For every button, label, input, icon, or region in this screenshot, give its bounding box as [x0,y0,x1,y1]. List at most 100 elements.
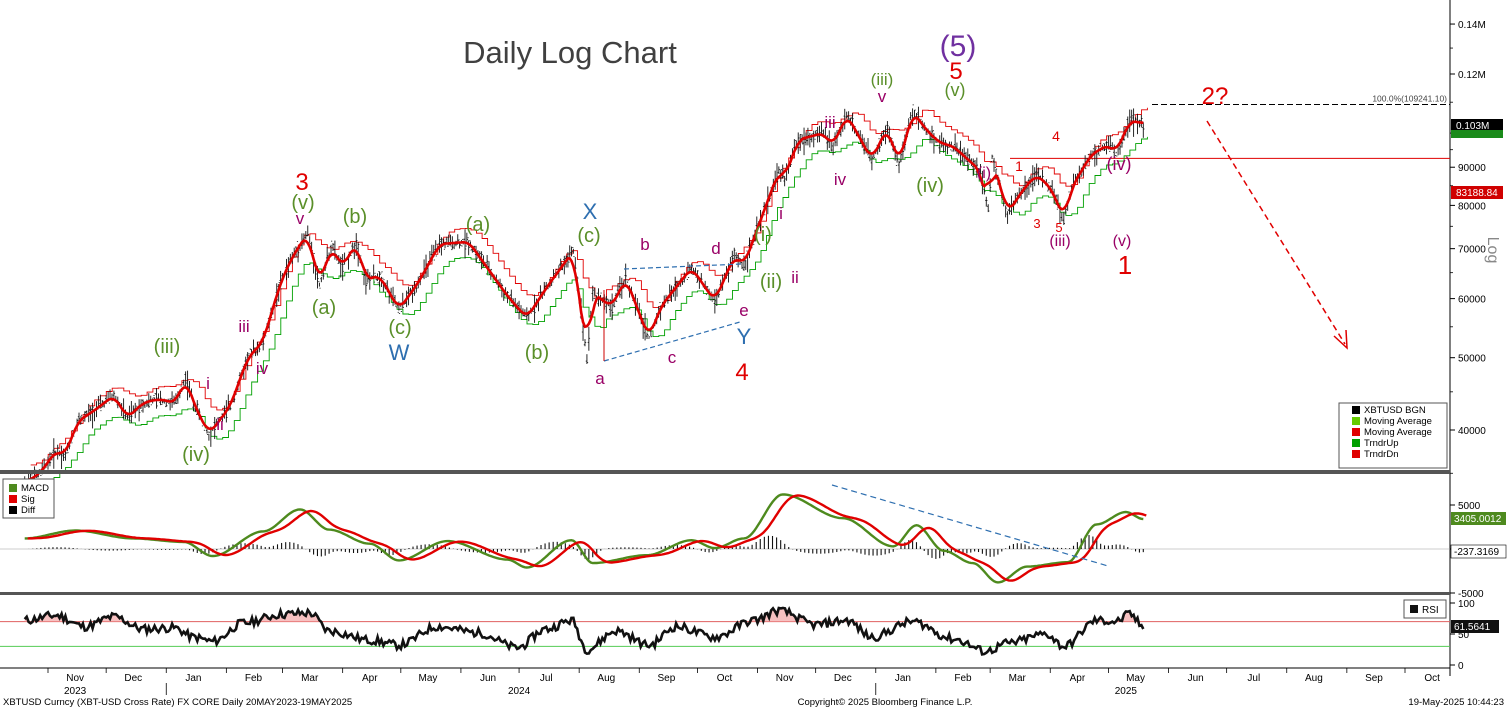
price-tag [1451,130,1503,138]
legend-swatch [1352,450,1360,458]
footer: XBTUSD Curncy (XBT-USD Cross Rate) FX CO… [3,697,1504,708]
wave-label: c [668,348,677,367]
rsi-axis: 100 50 0 [1450,599,1475,672]
x-tick-label: Jul [1247,673,1260,684]
wave-label: (5) [940,30,977,63]
projection-arrow [1206,120,1348,350]
macd-tag-label: -237.3169 [1454,547,1499,558]
wave-label: 3 [295,169,308,196]
price-tag [1451,119,1503,132]
rsi-tag [1451,620,1499,633]
rsi-panel: 100 50 0 61.5641 RSI [0,599,1499,672]
trndr-dn-line [30,107,1148,466]
x-tick-label: Mar [1009,673,1027,684]
x-tick-label: Jul [540,673,553,684]
x-tick-label: Aug [1305,673,1323,684]
sig-line [27,494,1147,582]
footer-center: Copyright© 2025 Bloomberg Finance L.P. [798,697,973,708]
macd-tick-label: 5000 [1458,501,1481,512]
x-tick-label: Nov [776,673,794,684]
wave-label: 1 [1118,250,1132,280]
macd-legend-swatch [9,484,17,492]
wave-label: ii [791,268,799,287]
x-tick-label: Dec [124,673,142,684]
wave-label: (i) [754,224,772,246]
macd-trendline [831,484,1109,567]
wave-label: (iv) [916,175,944,197]
x-tick-label: Oct [1424,673,1440,684]
x-axis: Nov Dec Jan Feb Mar Apr May Jun Jul Aug Sep Oct Nov D… [0,667,1450,697]
x-tick-label: May [419,673,438,684]
wave-label: (iii) [154,336,181,358]
rsi-tick-label: 50 [1458,630,1470,641]
legend-label: XBTUSD BGN [1364,405,1426,416]
x-year-label: 2023 [64,686,87,697]
rsi-legend: RSI [1403,599,1447,619]
macd-legend-label: MACD [21,483,49,494]
moving-average-line [24,116,1144,483]
wave-label: (v) [945,80,966,100]
wave-label: (iii) [871,70,894,89]
legend-label: TrndrDn [1364,449,1399,460]
price-tag-label: 83188.84 [1456,188,1498,199]
macd-legend-label: Diff [21,505,35,516]
x-year-label: 2025 [1115,686,1138,697]
x-tick-label: Apr [362,673,378,684]
wave-label: (b) [525,342,549,364]
wave-label: iii [238,317,249,336]
rsi-line [23,605,1145,656]
x-year-label: 2024 [508,686,531,697]
wave-label: v [878,87,887,106]
price-tick-label: 0.14M [1458,20,1486,31]
trndr-up-line [30,136,1148,495]
macd-tag [1450,544,1507,559]
wave-label: 5 [1055,220,1062,235]
legend-swatch [1352,417,1360,425]
x-tick-label: Dec [834,673,852,684]
wave-label: (iv) [1107,154,1132,174]
wave-label: i [779,204,783,223]
wave-label: X [583,199,598,224]
wave-label: ii [216,415,224,434]
x-tick-label: Sep [658,673,676,684]
wave-label: 1 [1015,158,1023,174]
x-tick-label: Feb [954,673,972,684]
rsi-overbought-fill [24,608,1144,622]
x-tick-label: Jun [1188,673,1204,684]
macd-legend-swatch [9,495,17,503]
wave-label: d [711,239,720,258]
x-tick-label: Jun [480,673,496,684]
wave-label: (b) [343,206,367,228]
legend-label: Moving Average [1364,427,1432,438]
wave-label: (a) [466,214,490,236]
wave-label: 4 [1052,128,1060,144]
x-tick-label: Jan [895,673,911,684]
footer-right: 19-May-2025 10:44:23 [1408,697,1504,708]
macd-line [24,493,1144,584]
macd-tick-label: -5000 [1458,589,1484,600]
price-tick-label: 80000 [1458,201,1486,212]
x-tick-label: Apr [1070,673,1086,684]
macd-legend-swatch [9,506,17,514]
x-tick-label: Feb [245,673,263,684]
x-tick-label: Sep [1365,673,1383,684]
rsi-legend-label: RSI [1422,605,1439,616]
pattern-trendlines [603,263,743,362]
x-tick-label: Nov [66,673,84,684]
price-tick-label: 50000 [1458,354,1486,365]
wave-label: (c) [388,317,411,339]
price-axis: 0.14M 0.12M 90000 80000 70000 60000 50000 40000 [1450,20,1486,474]
price-tick-label: 0.12M [1458,70,1486,81]
x-tick-label: Aug [597,673,615,684]
legend-swatch [1352,439,1360,447]
macd-tag-label: 3405.0012 [1454,514,1502,525]
chart-title: Daily Log Chart [463,35,677,70]
price-tick-label: 90000 [1458,163,1486,174]
wave-label: 2? [1202,83,1229,110]
rsi-tag-label: 61.5641 [1454,622,1491,633]
price-panel: 0.14M0.12M900008000070000600005000040000… [23,0,1503,676]
wave-label: (ii) [760,271,782,293]
wave-label: (iii) [1049,233,1070,250]
